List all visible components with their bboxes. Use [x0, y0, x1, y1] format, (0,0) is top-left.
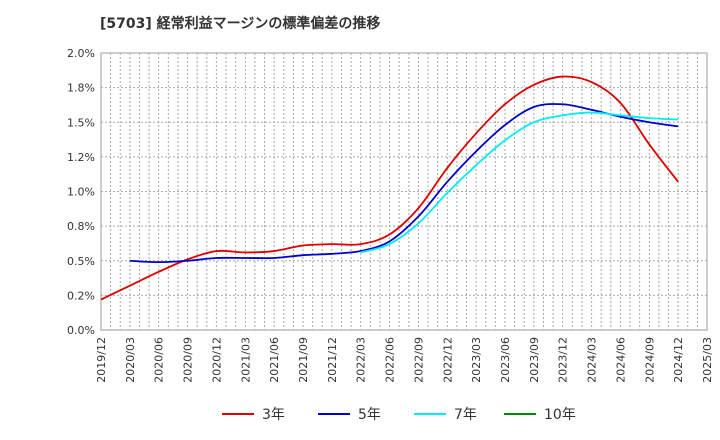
x-tick-label: 2019/12 [95, 337, 108, 383]
x-tick-label: 2025/03 [701, 337, 714, 383]
x-tick-label: 2022/06 [384, 337, 397, 383]
x-tick-label: 2024/03 [586, 337, 599, 383]
x-tick-label: 2022/09 [412, 337, 425, 383]
x-tick-label: 2021/06 [268, 337, 281, 383]
y-axis: 0.0% 0.2% 0.5% 0.8% 1.0% 1.2% 1.5% 1.8% 2.0% [67, 47, 95, 337]
x-tick-label: 2021/03 [239, 337, 252, 383]
legend-label: 7年 [454, 407, 477, 423]
y-tick-label: 0.0% [67, 324, 95, 337]
x-tick-label: 2023/09 [528, 337, 541, 383]
series-line-2 [360, 111, 679, 254]
series-line-1 [129, 103, 679, 264]
x-tick-label: 2022/03 [355, 337, 368, 383]
x-tick-label: 2021/12 [326, 337, 339, 383]
gridlines [101, 53, 707, 330]
y-tick-label: 1.0% [67, 186, 95, 199]
chart-title: [5703] 経常利益マージンの標準偏差の推移 [100, 16, 381, 32]
y-tick-label: 0.5% [67, 255, 95, 268]
x-axis: 2019/12 2020/03 2020/06 2020/09 2020/12 2021/… [95, 337, 714, 383]
series-lines [100, 75, 679, 301]
y-tick-label: 1.5% [67, 116, 95, 129]
x-tick-label: 2023/06 [499, 337, 512, 383]
legend: 3年 5年 7年 10年 [222, 407, 576, 423]
x-tick-label: 2020/12 [210, 337, 223, 383]
y-tick-label: 0.8% [67, 220, 95, 233]
x-tick-label: 2024/12 [672, 337, 685, 383]
y-tick-label: 0.2% [67, 289, 95, 302]
x-tick-label: 2023/03 [470, 337, 483, 383]
x-tick-label: 2020/03 [124, 337, 137, 383]
plot-area [100, 52, 708, 331]
x-tick-label: 2020/06 [153, 337, 166, 383]
x-tick-label: 2024/06 [614, 337, 627, 383]
x-tick-label: 2023/12 [557, 337, 570, 383]
series-line-0 [100, 75, 679, 301]
y-tick-label: 1.8% [67, 82, 95, 95]
y-tick-label: 2.0% [67, 47, 95, 60]
x-tick-label: 2020/09 [182, 337, 195, 383]
y-tick-label: 1.2% [67, 151, 95, 164]
x-tick-label: 2022/12 [441, 337, 454, 383]
x-tick-label: 2021/09 [297, 337, 310, 383]
legend-label: 5年 [358, 407, 381, 423]
legend-label: 10年 [544, 407, 576, 423]
x-tick-label: 2024/09 [643, 337, 656, 383]
legend-label: 3年 [262, 407, 285, 423]
